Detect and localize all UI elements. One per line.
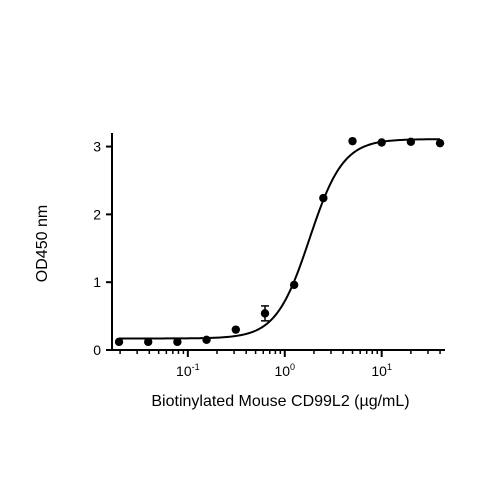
data-point bbox=[202, 335, 211, 345]
x-tick-label: 100 bbox=[274, 362, 295, 379]
y-tick-label: 1 bbox=[93, 274, 101, 290]
y-tick-label: 2 bbox=[93, 206, 101, 222]
data-point bbox=[144, 337, 153, 347]
fit-curve bbox=[119, 138, 441, 340]
data-point bbox=[406, 137, 416, 147]
x-tick-label: 10-1 bbox=[176, 362, 200, 379]
y-tick-label: 3 bbox=[93, 139, 101, 155]
tick-labels: 0 1 2 3 10-1 100 101 bbox=[93, 139, 392, 379]
data-point bbox=[260, 309, 270, 318]
x-tick-label: 101 bbox=[371, 362, 392, 379]
data-point bbox=[377, 138, 386, 147]
data-point bbox=[435, 138, 445, 148]
data-point bbox=[319, 193, 328, 203]
data-point bbox=[173, 337, 182, 347]
data-point bbox=[289, 280, 299, 290]
axes bbox=[106, 133, 445, 357]
data-point bbox=[114, 337, 124, 347]
y-axis-title: OD450 nm bbox=[34, 205, 51, 282]
data-points bbox=[114, 136, 445, 347]
y-tick-label: 0 bbox=[93, 342, 101, 358]
data-point bbox=[231, 325, 241, 334]
data-point bbox=[348, 136, 357, 146]
x-axis-title: Biotinylated Mouse CD99L2 (µg/mL) bbox=[151, 393, 409, 410]
